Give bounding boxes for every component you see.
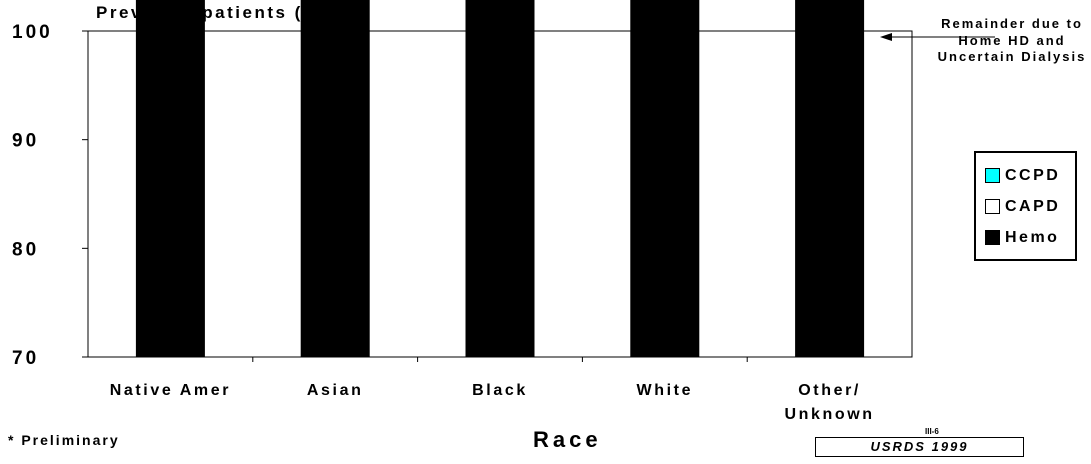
page-number: III-6 bbox=[925, 427, 939, 436]
legend-label-capd: CAPD bbox=[1005, 197, 1061, 215]
y-tick-label: 90 bbox=[12, 131, 39, 152]
remainder-annotation: Remainder due to Home HD and Uncertain D… bbox=[937, 16, 1087, 64]
legend-label-ccpd: CCPD bbox=[1005, 166, 1061, 184]
legend-swatch-ccpd bbox=[985, 168, 1000, 183]
legend: CCPD CAPD Hemo bbox=[974, 151, 1077, 261]
bar-segment-hemo bbox=[135, 0, 205, 358]
bar-segment-hemo bbox=[300, 0, 370, 358]
legend-swatch-hemo bbox=[985, 230, 1000, 245]
legend-item-capd: CAPD bbox=[985, 191, 1075, 222]
legend-item-hemo: Hemo bbox=[985, 222, 1075, 253]
y-tick-label: 80 bbox=[12, 239, 39, 260]
y-tick-label: 70 bbox=[12, 348, 39, 369]
source-box: USRDS 1999 bbox=[815, 437, 1024, 457]
x-tick-label: Native Amer bbox=[110, 382, 231, 399]
footnote: * Preliminary bbox=[8, 432, 120, 448]
legend-swatch-capd bbox=[985, 199, 1000, 214]
bar-segment-hemo bbox=[465, 0, 535, 358]
legend-item-ccpd: CCPD bbox=[985, 160, 1075, 191]
annotation-arrow-head bbox=[880, 33, 892, 41]
x-tick-label: Other/Unknown bbox=[784, 382, 874, 423]
x-tick-label: White bbox=[637, 382, 694, 399]
legend-label-hemo: Hemo bbox=[1005, 228, 1060, 246]
y-tick-label: 100 bbox=[12, 22, 53, 43]
x-tick-label: Black bbox=[472, 382, 528, 399]
bar-segment-hemo bbox=[630, 0, 700, 358]
x-tick-label: Asian bbox=[307, 382, 364, 399]
x-axis-title: Race bbox=[533, 427, 602, 452]
bar-segment-hemo bbox=[795, 0, 865, 358]
